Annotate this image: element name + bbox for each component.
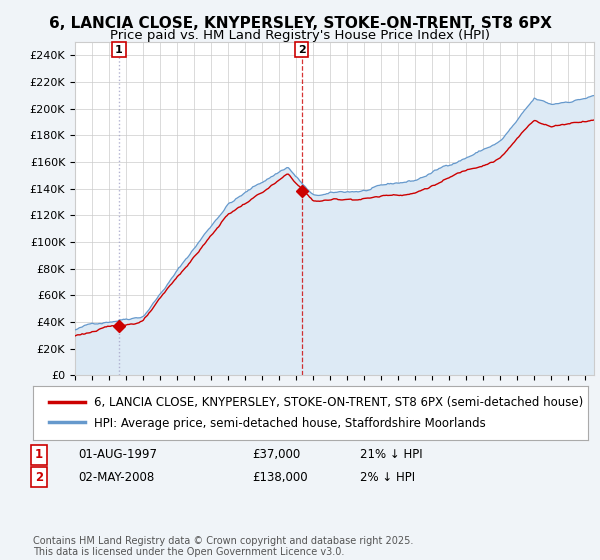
Text: 2% ↓ HPI: 2% ↓ HPI [360, 470, 415, 484]
Text: 01-AUG-1997: 01-AUG-1997 [78, 448, 157, 461]
Text: 1: 1 [115, 45, 123, 55]
Text: 21% ↓ HPI: 21% ↓ HPI [360, 448, 422, 461]
Text: 1: 1 [35, 448, 43, 461]
Text: Contains HM Land Registry data © Crown copyright and database right 2025.
This d: Contains HM Land Registry data © Crown c… [33, 535, 413, 557]
Text: 6, LANCIA CLOSE, KNYPERSLEY, STOKE-ON-TRENT, ST8 6PX: 6, LANCIA CLOSE, KNYPERSLEY, STOKE-ON-TR… [49, 16, 551, 31]
Text: £138,000: £138,000 [252, 470, 308, 484]
Legend: 6, LANCIA CLOSE, KNYPERSLEY, STOKE-ON-TRENT, ST8 6PX (semi-detached house), HPI:: 6, LANCIA CLOSE, KNYPERSLEY, STOKE-ON-TR… [44, 392, 588, 434]
Text: 02-MAY-2008: 02-MAY-2008 [78, 470, 154, 484]
Text: 2: 2 [35, 470, 43, 484]
Text: Price paid vs. HM Land Registry's House Price Index (HPI): Price paid vs. HM Land Registry's House … [110, 29, 490, 42]
Text: £37,000: £37,000 [252, 448, 300, 461]
Text: 2: 2 [298, 45, 306, 55]
